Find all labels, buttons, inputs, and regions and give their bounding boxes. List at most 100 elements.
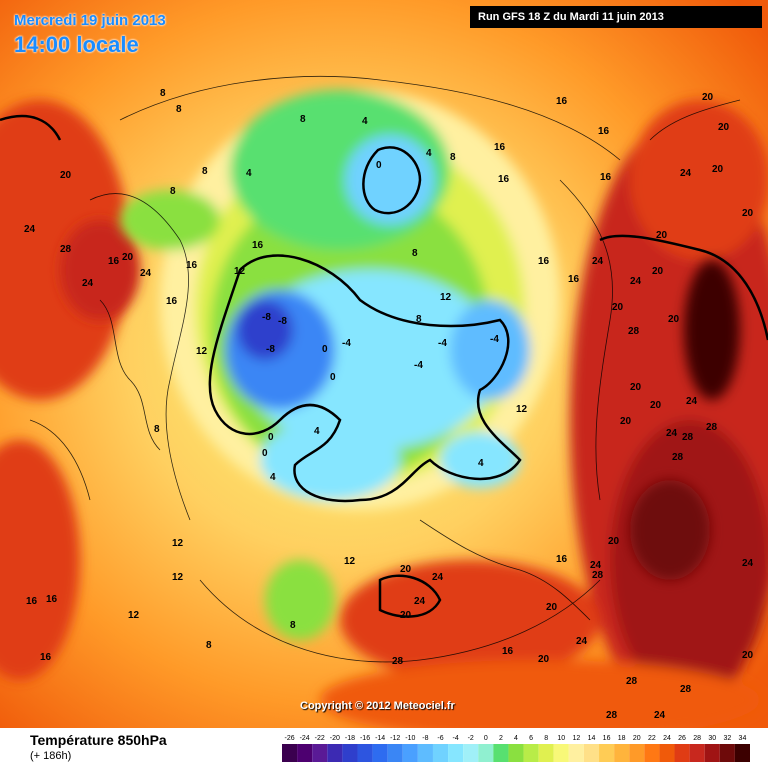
isotherm-label: 28 xyxy=(626,676,638,687)
isotherm-label: 16 xyxy=(186,260,198,271)
isotherm-label: 0 xyxy=(330,372,336,383)
legend-tick: 6 xyxy=(529,735,533,742)
legend-swatch xyxy=(417,744,433,762)
isotherm-label: 0 xyxy=(268,432,274,443)
isotherm-label: 16 xyxy=(502,646,514,657)
legend-swatch xyxy=(674,744,690,762)
isotherm-label: 16 xyxy=(252,240,264,251)
legend-tick: 12 xyxy=(572,735,580,742)
isotherm-label: 8 xyxy=(412,248,418,259)
isotherm-label: 4 xyxy=(426,148,432,159)
legend-tick: 8 xyxy=(544,735,548,742)
isotherm-label: 12 xyxy=(128,610,140,621)
legend-swatch xyxy=(629,744,645,762)
isotherm-label: 20 xyxy=(612,302,624,313)
legend-swatch xyxy=(719,744,735,762)
isotherm-label: -8 xyxy=(262,312,271,323)
legend-swatch xyxy=(372,744,388,762)
isotherm-label: 24 xyxy=(414,596,426,607)
isotherm-label: 28 xyxy=(392,656,404,667)
isotherm-label: 28 xyxy=(592,570,604,581)
isotherm-label: 16 xyxy=(46,594,58,605)
legend-tick: 30 xyxy=(708,735,716,742)
isotherm-label: 20 xyxy=(538,654,550,665)
legend-swatch xyxy=(357,744,373,762)
isotherm-label: -4 xyxy=(438,338,447,349)
isotherm-label: 20 xyxy=(742,650,754,661)
isotherm-label: -4 xyxy=(342,338,351,349)
legend-tick: 28 xyxy=(693,735,701,742)
isotherm-label: 8 xyxy=(154,424,160,435)
isotherm-label: 24 xyxy=(432,572,444,583)
isotherm-label: 20 xyxy=(742,208,754,219)
isotherm-label: 20 xyxy=(630,382,642,393)
copyright: Copyright © 2012 Meteociel.fr xyxy=(300,700,455,712)
legend-swatch xyxy=(704,744,720,762)
legend-tick: -18 xyxy=(345,735,355,742)
legend-swatch xyxy=(508,744,524,762)
isotherm-label: 28 xyxy=(60,244,72,255)
legend-tick: 10 xyxy=(557,735,565,742)
isotherm-label: 4 xyxy=(270,472,276,483)
forecast-time: 14:00 locale xyxy=(14,32,139,57)
legend-tick: -6 xyxy=(437,735,443,742)
isotherm-label: 24 xyxy=(630,276,642,287)
legend-swatch xyxy=(478,744,494,762)
legend-swatch xyxy=(553,744,569,762)
footer: Température 850hPa (+ 186h) -26 -24 -22 -20… xyxy=(0,728,768,768)
legend-tick: -26 xyxy=(284,735,294,742)
isotherm-label: 20 xyxy=(702,92,714,103)
isotherm-label: 8 xyxy=(206,640,212,651)
isotherm-label: 16 xyxy=(538,256,550,267)
legend-tick: -4 xyxy=(452,735,458,742)
isotherm-label: 0 xyxy=(322,344,328,355)
legend-tick: -16 xyxy=(360,735,370,742)
isotherm-label: -8 xyxy=(266,344,275,355)
isotherm-label: 12 xyxy=(172,572,184,583)
legend-tick: 0 xyxy=(484,735,488,742)
isotherm-label: 24 xyxy=(666,428,678,439)
isotherm-label: 16 xyxy=(498,174,510,185)
isotherm-label: 20 xyxy=(650,400,662,411)
isotherm-label: 20 xyxy=(608,536,620,547)
isotherm-label: 8 xyxy=(202,166,208,177)
legend-swatch xyxy=(387,744,403,762)
isotherm-label: 24 xyxy=(654,710,666,721)
isotherm-label: -8 xyxy=(278,316,287,327)
isotherm-label: 20 xyxy=(122,252,134,263)
isotherm-label: 12 xyxy=(196,346,208,357)
isotherm-label: 4 xyxy=(362,116,368,127)
isotherm-label: 0 xyxy=(262,448,268,459)
isotherm-label: 12 xyxy=(172,538,184,549)
legend-tick: 16 xyxy=(603,735,611,742)
legend-tick: -8 xyxy=(422,735,428,742)
isotherm-label: 28 xyxy=(682,432,694,443)
isotherm-label: 4 xyxy=(314,426,320,437)
legend-swatch xyxy=(402,744,418,762)
isotherm-label: 20 xyxy=(712,164,724,175)
legend-tick: -14 xyxy=(375,735,385,742)
isotherm-label: -4 xyxy=(414,360,423,371)
isotherm-label: 16 xyxy=(556,554,568,565)
isotherm-label: 12 xyxy=(440,292,452,303)
isotherm-label: 20 xyxy=(656,230,668,241)
isotherm-label: 16 xyxy=(598,126,610,137)
isotherm-label: 16 xyxy=(166,296,178,307)
legend-swatch xyxy=(342,744,358,762)
isotherm-label: 16 xyxy=(108,256,120,267)
isotherm-label: 8 xyxy=(176,104,182,115)
isotherm-label: 16 xyxy=(600,172,612,183)
legend-tick: 14 xyxy=(588,735,596,742)
legend-swatch xyxy=(583,744,600,762)
legend-swatch xyxy=(568,744,584,762)
isotherm-label: 20 xyxy=(546,602,558,613)
isotherm-label: 28 xyxy=(606,710,618,721)
isotherm-label: 0 xyxy=(376,160,382,171)
forecast-lead: (+ 186h) xyxy=(30,750,72,762)
isotherm-label: 20 xyxy=(718,122,730,133)
isotherm-label: 8 xyxy=(160,88,166,99)
isotherm-label: 8 xyxy=(290,620,296,631)
isotherm-label: 24 xyxy=(576,636,588,647)
